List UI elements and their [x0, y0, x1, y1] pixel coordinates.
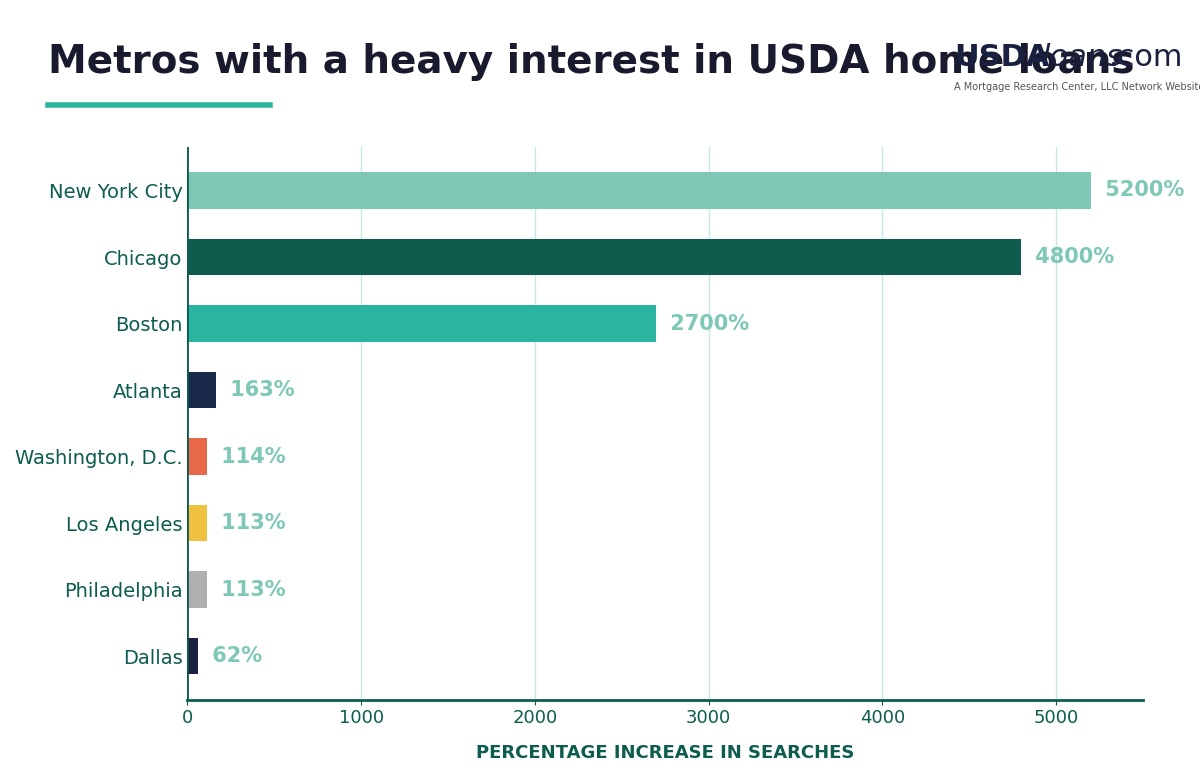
Text: Metros with a heavy interest in USDA home loans: Metros with a heavy interest in USDA hom… [48, 43, 1134, 81]
Text: 163%: 163% [223, 380, 294, 400]
Text: 114%: 114% [215, 447, 286, 467]
Bar [187, 305, 656, 342]
Text: 2700%: 2700% [664, 314, 750, 333]
Text: USDA: USDA [954, 43, 1050, 71]
Text: 5200%: 5200% [1098, 180, 1184, 200]
Bar [187, 571, 208, 608]
Text: 4800%: 4800% [1028, 247, 1115, 267]
Text: .com: .com [1109, 43, 1183, 71]
Text: 113%: 113% [214, 513, 286, 533]
Bar [187, 371, 216, 409]
Bar [187, 638, 198, 674]
Bar [187, 505, 208, 542]
Bar [187, 172, 1091, 209]
Text: 113%: 113% [214, 580, 286, 600]
X-axis label: PERCENTAGE INCREASE IN SEARCHES: PERCENTAGE INCREASE IN SEARCHES [476, 744, 854, 762]
Text: 62%: 62% [205, 646, 263, 666]
Bar [187, 239, 1021, 275]
Text: A Mortgage Research Center, LLC Network Website: A Mortgage Research Center, LLC Network … [954, 82, 1200, 92]
Bar [187, 438, 208, 475]
Text: loans: loans [1042, 43, 1123, 71]
